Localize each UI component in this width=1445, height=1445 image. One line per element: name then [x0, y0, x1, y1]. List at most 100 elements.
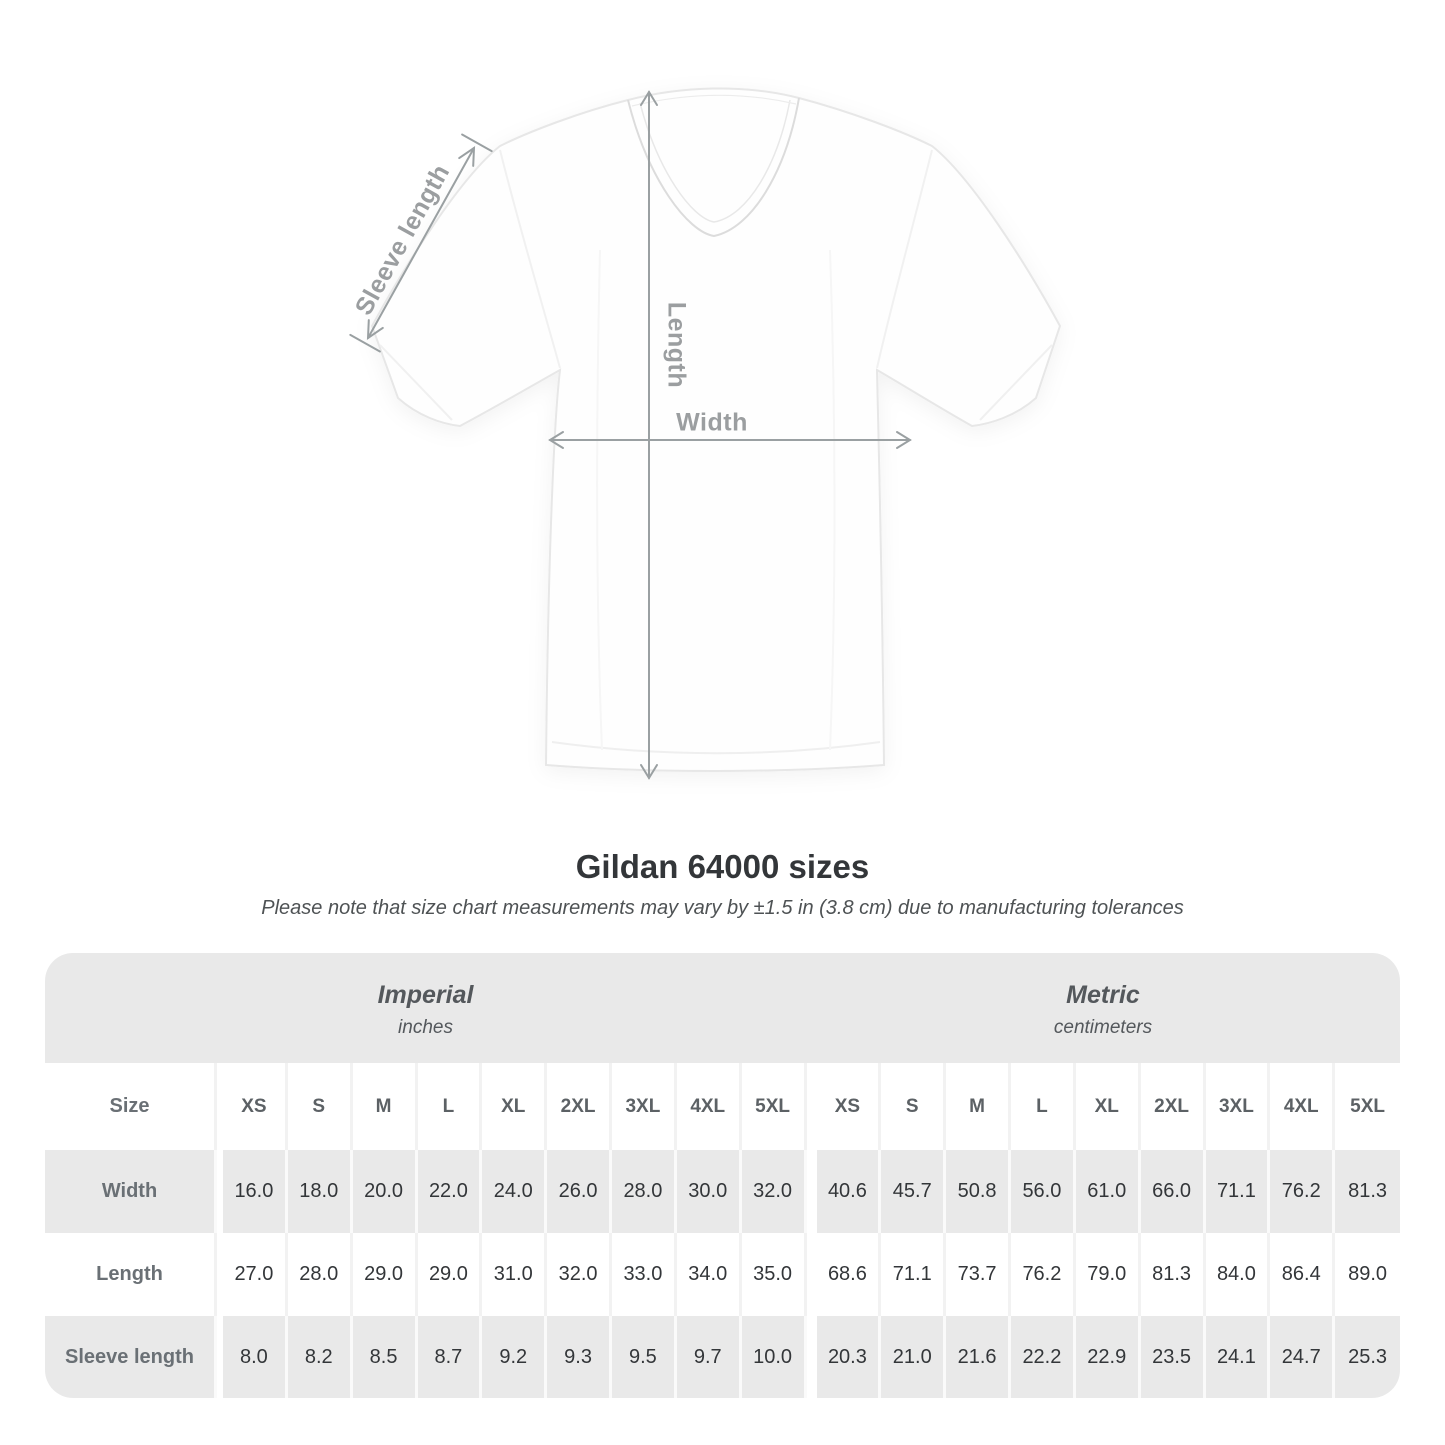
width-label: Width	[676, 408, 748, 437]
imperial-section-header: Imperial inches	[45, 953, 806, 1063]
measurement-value: 35.0	[741, 1233, 807, 1316]
measurement-value: 9.2	[482, 1316, 548, 1398]
size-table: Imperial inches Metric centimeters Size …	[45, 953, 1400, 1398]
sleeve-length-arrow	[349, 133, 493, 353]
measurement-value: 68.6	[816, 1233, 882, 1316]
measurement-value: 45.7	[881, 1150, 947, 1233]
tolerance-note: Please note that size chart measurements…	[261, 897, 1184, 919]
section-divider	[807, 1150, 817, 1233]
measurement-value: 28.0	[287, 1233, 353, 1316]
size-col-header: M	[352, 1063, 418, 1150]
size-col-header: 2XL	[1140, 1063, 1206, 1150]
row-label: Width	[45, 1150, 217, 1233]
measurement-value: 84.0	[1205, 1233, 1271, 1316]
measurement-value: 9.7	[676, 1316, 742, 1398]
size-col-header: 2XL	[547, 1063, 612, 1150]
measurement-value: 50.8	[946, 1150, 1011, 1233]
measurement-value: 66.0	[1140, 1150, 1206, 1233]
measurement-value: 32.0	[547, 1233, 612, 1316]
measurement-value: 61.0	[1075, 1150, 1141, 1233]
measurement-value: 73.7	[946, 1233, 1011, 1316]
measurement-value: 21.6	[946, 1316, 1011, 1398]
measurement-value: 81.3	[1335, 1150, 1400, 1233]
metric-unit: centimeters	[1053, 1017, 1153, 1038]
measurement-value: 8.7	[417, 1316, 483, 1398]
size-col-header: 5XL	[1335, 1063, 1400, 1150]
size-col-header: 4XL	[676, 1063, 742, 1150]
measurement-value: 26.0	[547, 1150, 612, 1233]
row-label: Length	[45, 1233, 217, 1316]
measurement-value: 8.2	[287, 1316, 353, 1398]
measurement-value: 8.5	[352, 1316, 418, 1398]
size-col-header: XS	[223, 1063, 288, 1150]
metric-title: Metric	[1066, 981, 1140, 1009]
measurement-value: 29.0	[352, 1233, 418, 1316]
size-col-header: S	[287, 1063, 353, 1150]
tshirt-graphic	[349, 87, 1062, 780]
measurement-value: 86.4	[1270, 1233, 1336, 1316]
size-col-header: XL	[1075, 1063, 1141, 1150]
measurement-value: 16.0	[223, 1150, 288, 1233]
size-col-header: XL	[482, 1063, 548, 1150]
row-label: Sleeve length	[45, 1316, 217, 1398]
measurement-value: 8.0	[223, 1316, 288, 1398]
measurement-value: 9.3	[547, 1316, 612, 1398]
length-arrow	[640, 90, 658, 780]
measurement-value: 33.0	[612, 1233, 677, 1316]
measurement-value: 22.9	[1075, 1316, 1141, 1398]
measurement-value: 40.6	[816, 1150, 882, 1233]
imperial-title: Imperial	[377, 981, 474, 1009]
size-col-header: 4XL	[1270, 1063, 1336, 1150]
tshirt-diagram: Sleeve length Length Width	[349, 87, 1062, 780]
measurement-value: 76.2	[1011, 1233, 1076, 1316]
table-row-length: Length 27.0 28.0 29.0 29.0 31.0 32.0 33.0 34.0 3…	[45, 1233, 1400, 1316]
measurement-value: 10.0	[741, 1316, 807, 1398]
measurement-value: 20.3	[816, 1316, 882, 1398]
table-row-width: Width 16.0 18.0 20.0 22.0 24.0 26.0 28.0 30.0 32…	[45, 1150, 1400, 1233]
section-divider	[807, 1233, 817, 1316]
tshirt-shading	[379, 149, 1053, 755]
measurement-value: 28.0	[612, 1150, 677, 1233]
size-col-header: 3XL	[612, 1063, 677, 1150]
measurement-value: 30.0	[676, 1150, 742, 1233]
measurement-value: 34.0	[676, 1233, 742, 1316]
table-row-sleeve-length: Sleeve length 8.0 8.2 8.5 8.7 9.2 9.3 9.5 9.7 10…	[45, 1316, 1400, 1398]
measurement-value: 89.0	[1335, 1233, 1400, 1316]
measurement-value: 21.0	[881, 1316, 947, 1398]
size-col-header: XS	[816, 1063, 882, 1150]
size-col-header: L	[417, 1063, 483, 1150]
measurement-value: 71.1	[881, 1233, 947, 1316]
measurement-value: 31.0	[482, 1233, 548, 1316]
size-col-header: 3XL	[1205, 1063, 1271, 1150]
measurement-value: 71.1	[1205, 1150, 1271, 1233]
measurement-value: 76.2	[1270, 1150, 1336, 1233]
length-label: Length	[662, 301, 691, 389]
measurement-value: 9.5	[612, 1316, 677, 1398]
measurement-value: 20.0	[352, 1150, 418, 1233]
measurement-value: 32.0	[741, 1150, 807, 1233]
measurement-value: 81.3	[1140, 1233, 1206, 1316]
section-divider	[807, 1316, 817, 1398]
size-chart-content: Gildan 64000 sizes Please note that size…	[0, 848, 1445, 1398]
page-title: Gildan 64000 sizes	[575, 848, 870, 885]
units-band: Imperial inches Metric centimeters	[45, 953, 1400, 1063]
measurement-value: 29.0	[417, 1233, 483, 1316]
measurement-value: 22.0	[417, 1150, 483, 1233]
tshirt-body	[370, 87, 1062, 772]
size-col-header: S	[881, 1063, 947, 1150]
measurement-value: 79.0	[1075, 1233, 1141, 1316]
metric-section-header: Metric centimeters	[806, 953, 1400, 1063]
size-col-header: L	[1011, 1063, 1076, 1150]
width-arrow	[548, 431, 912, 449]
measurement-value: 27.0	[223, 1233, 288, 1316]
measurement-value: 56.0	[1011, 1150, 1076, 1233]
measurement-value: 24.0	[482, 1150, 548, 1233]
size-col-header: 5XL	[741, 1063, 807, 1150]
tshirt-collar	[627, 94, 800, 238]
size-header-row: Size XS S M L XL 2XL 3XL 4XL 5XL XS S M L XL 2XL 3XL 4XL…	[45, 1063, 1400, 1150]
measurement-value: 18.0	[287, 1150, 353, 1233]
imperial-unit: inches	[398, 1017, 453, 1038]
size-header: Size	[45, 1063, 217, 1150]
size-col-header: M	[946, 1063, 1011, 1150]
